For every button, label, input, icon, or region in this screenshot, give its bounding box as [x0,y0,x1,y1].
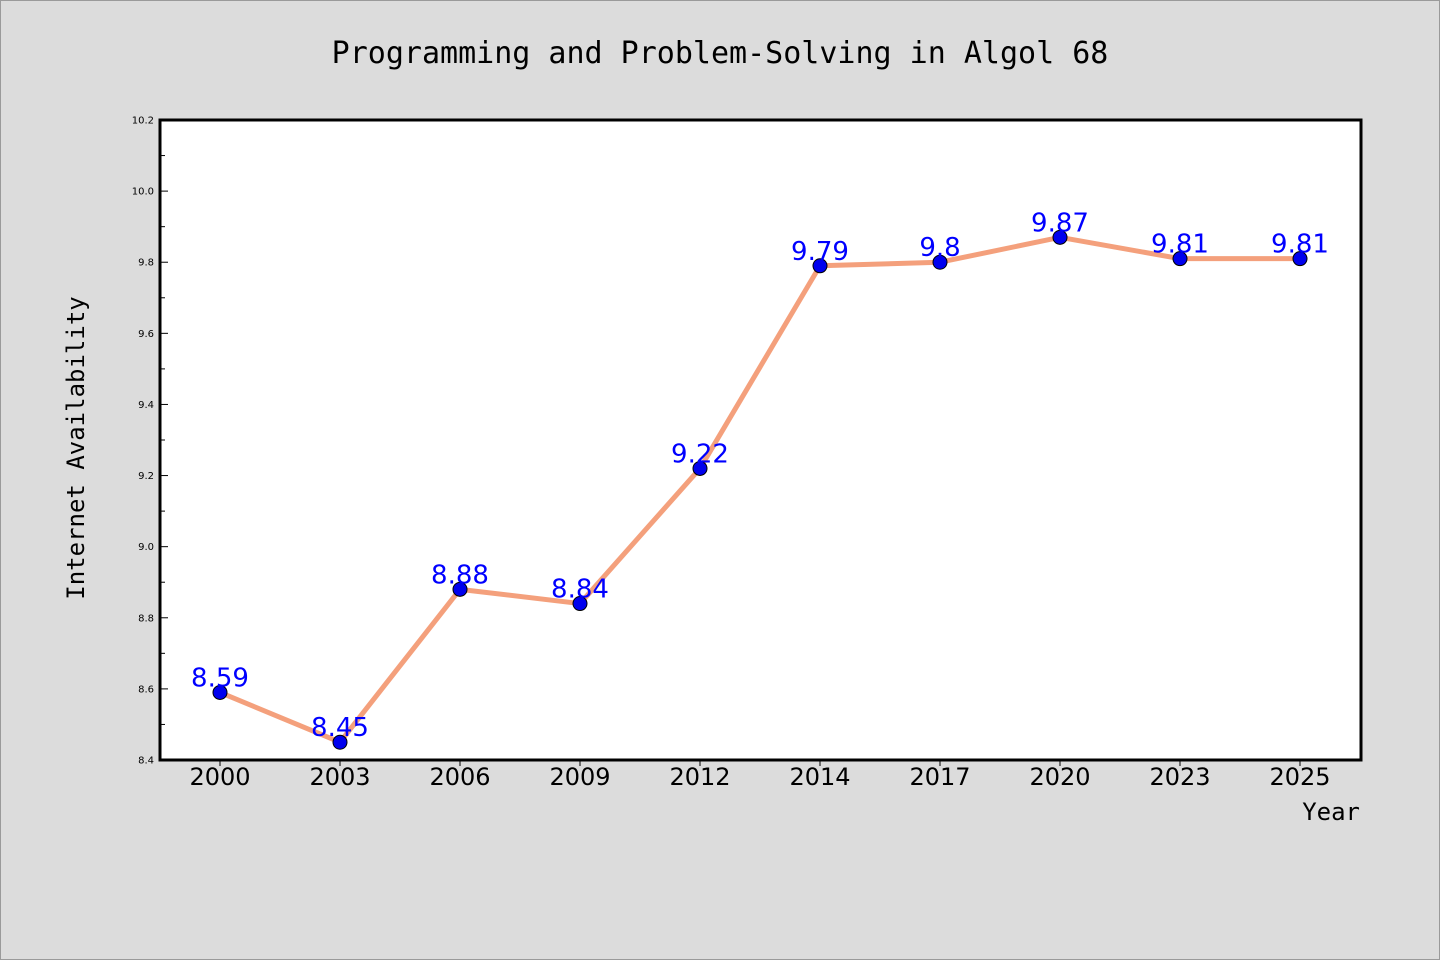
x-tick-label: 2014 [789,763,850,791]
y-tick-label: 10.0 [132,187,154,198]
data-point [692,460,708,476]
data-point [572,596,588,612]
y-tick-label: 9.2 [138,471,154,482]
y-tick-label: 8.6 [138,684,154,695]
x-tick-label: 2025 [1269,763,1330,791]
chart-title: Programming and Problem-Solving in Algol… [332,36,1109,71]
y-tick-label: 9.0 [138,542,154,553]
x-tick-label: 2023 [1149,763,1210,791]
y-tick-label: 9.8 [138,258,154,269]
x-tick-label: 2012 [669,763,730,791]
data-label: 8.59 [191,663,249,693]
data-point [212,684,228,700]
series-line-group [217,234,1303,745]
y-tick-label: 8.4 [138,756,154,767]
data-point [1052,229,1068,245]
x-tick-label: 2009 [549,763,610,791]
y-tick-label: 9.6 [138,329,154,340]
data-point [932,254,948,270]
data-label: 9.8 [919,233,960,263]
data-label: 9.81 [1151,230,1209,260]
data-label: 9.87 [1031,208,1089,238]
data-point [1292,251,1308,267]
y-tick-label: 10.2 [132,116,154,127]
plot-frame [158,118,1363,762]
data-label: 8.45 [311,713,369,743]
data-labels-group: 8.59 8.45 8.88 8.84 9.22 9.79 9.8 9.87 9.81 9.81 [191,208,1329,743]
axis-ticks: 8.4 8.6 8.8 9.0 9.2 9.4 9.6 9.8 10.0 10.2 2000 2003… [132,116,1331,792]
data-point [452,581,468,597]
y-tick-label: 9.4 [138,400,154,411]
x-tick-label: 2000 [189,763,250,791]
data-label: 9.22 [671,439,729,469]
series-line [217,234,1303,745]
plot-area [160,120,1361,760]
data-label: 8.84 [551,575,609,605]
x-tick-label: 2003 [309,763,370,791]
x-tick-label: 2006 [429,763,490,791]
y-axis-label: Internet Availability [62,296,90,599]
data-label: 9.81 [1271,230,1329,260]
data-point [812,258,828,274]
data-label: 8.88 [431,560,489,590]
data-label: 9.79 [791,237,849,267]
x-tick-label: 2017 [909,763,970,791]
x-axis-label: Year [1302,798,1360,826]
y-tick-label: 8.8 [138,613,154,624]
x-tick-label: 2020 [1029,763,1090,791]
data-point [1172,251,1188,267]
data-point [332,734,348,750]
markers-group [212,229,1308,750]
